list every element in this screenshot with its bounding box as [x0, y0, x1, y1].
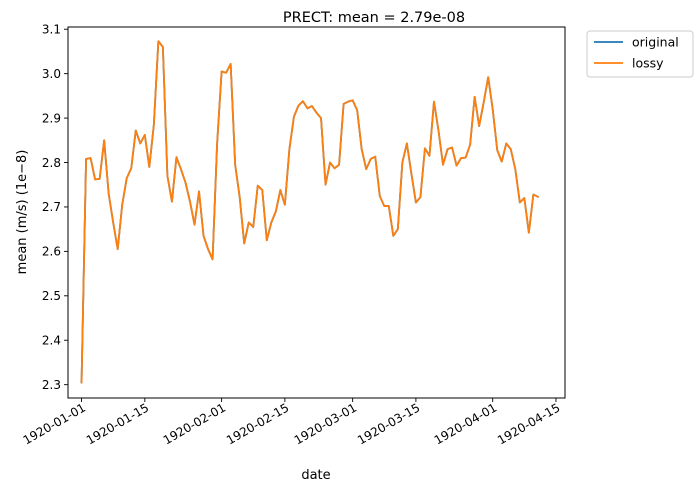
y-axis: 2.3 2.4 2.5 2.6 2.7 2.8 2.9 3.0 3.1 [42, 23, 68, 392]
axes-frame [67, 26, 566, 399]
x-axis-label: date [301, 468, 330, 483]
y-tick-label: 2.3 [42, 378, 61, 392]
y-axis-label: mean (m/s) (1e−8) [15, 150, 30, 275]
y-tick-label: 2.5 [42, 289, 61, 303]
y-tick-label: 3.1 [42, 23, 61, 37]
y-tick-label: 3.0 [42, 67, 61, 81]
series-line-lossy [80, 40, 540, 384]
legend-entry-lossy: lossy [632, 56, 664, 71]
y-tick-label: 2.9 [42, 111, 61, 125]
y-tick-label: 2.6 [42, 245, 61, 259]
plot-area [67, 26, 566, 399]
chart-title: PRECT: mean = 2.79e-08 [283, 10, 465, 26]
series-lines [80, 40, 540, 384]
y-tick-label: 2.4 [42, 334, 61, 348]
y-tick-label: 2.7 [42, 200, 61, 214]
legend-entry-original: original [632, 35, 679, 50]
legend: original lossy [586, 30, 694, 78]
y-tick-label: 2.8 [42, 156, 61, 170]
